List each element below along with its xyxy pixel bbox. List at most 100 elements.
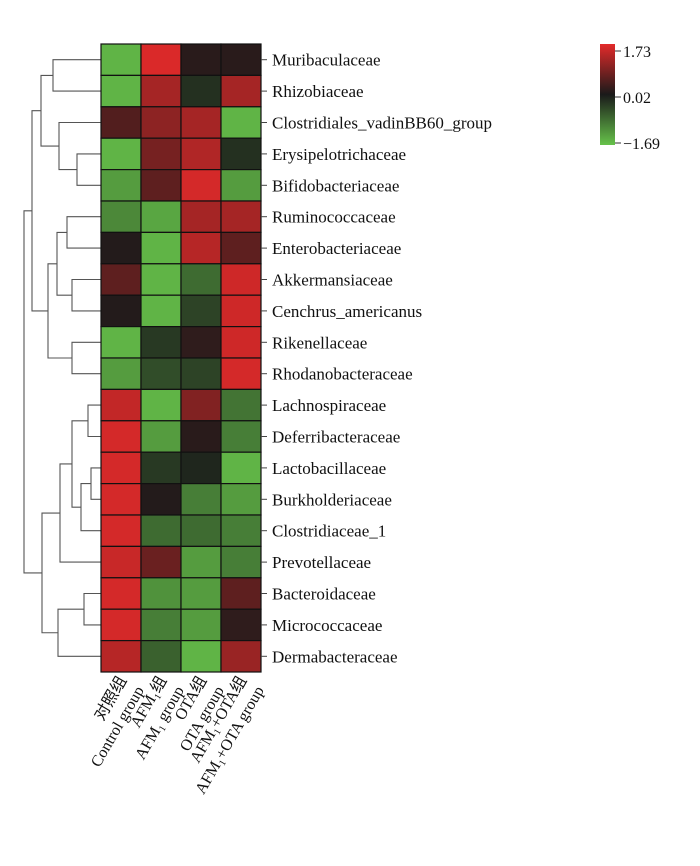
heatmap-cell [180,545,222,579]
heatmap-cell [100,43,142,76]
heatmap-cell [140,639,182,673]
heatmap-cell [140,451,182,485]
row-label: Deferribacteraceae [272,428,400,447]
heatmap-cell [220,483,262,516]
dendrogram-branch [71,278,101,312]
heatmap-cell [180,420,222,453]
scale-max-label: 1.73 [623,44,651,61]
heatmap-cells [100,43,262,673]
heatmap-cell [180,43,222,76]
heatmap-cell [140,326,182,359]
heatmap-cell [180,639,222,673]
color-scale-bar [600,44,615,145]
row-label: Lachnospiraceae [272,396,386,415]
row-label: Rikenellaceae [272,333,367,352]
heatmap-cell [180,357,222,390]
heatmap-cell [180,106,222,139]
heatmap-cell [180,74,222,108]
dendrogram-branch [40,74,59,147]
heatmap-cell [140,545,182,579]
row-labels: Muribaculaceae Rhizobiaceae Clostridiales_… [261,51,492,666]
heatmap-cell [100,577,142,610]
dendrogram-branch [52,59,101,92]
heatmap-cell [180,483,222,516]
heatmap-cell [100,326,142,359]
heatmap-cell [220,545,262,579]
heatmap-cell [140,420,182,453]
row-label: Erysipelotrichaceae [272,145,406,164]
scale-min-label: −1.69 [623,136,660,153]
dendrogram-branch [90,467,101,500]
color-scale-legend: 1.73 0.02 −1.69 [600,44,660,153]
dendrogram-branch [71,341,101,375]
heatmap-cell [140,74,182,108]
row-label: Akkermansiaceae [272,271,393,290]
heatmap-cell [220,74,262,108]
scale-mid-label: 0.02 [623,90,651,107]
row-label: Enterobacteriaceae [272,239,401,258]
heatmap-cell [220,420,262,453]
heatmap-cell [180,388,222,422]
dendrogram-branch [47,263,72,359]
heatmap-cell [100,169,142,202]
heatmap-cell [220,577,262,610]
row-label: Rhizobiaceae [272,82,364,101]
heatmap-cell [180,608,222,642]
heatmap-cell [220,326,262,359]
row-label: Bifidobacteriaceae [272,176,399,195]
heatmap-cell [100,357,142,390]
heatmap-cell [180,263,222,296]
heatmap-cell [140,200,182,233]
row-label: Bacteroidaceae [272,585,376,604]
heatmap-cell [100,231,142,265]
dendrogram-branch [23,210,42,574]
heatmap-cell [180,200,222,233]
row-label: Lactobacillaceae [272,459,386,478]
heatmap-cell [220,608,262,642]
heatmap-cell [180,231,222,265]
row-label: Prevotellaceae [272,553,371,572]
heatmap-cell [140,357,182,390]
heatmap-cell [220,514,262,547]
heatmap-cell [140,608,182,642]
heatmap-cell [100,388,142,422]
heatmap-cell [220,388,262,422]
heatmap-cell [140,388,182,422]
heatmap-cell [100,263,142,296]
dendrogram-branch [76,153,101,186]
heatmap-cell [220,43,262,76]
heatmap-cell [100,639,142,673]
heatmap-cell [180,137,222,171]
heatmap-cell [100,451,142,485]
row-label: Ruminococcaceae [272,208,396,227]
heatmap-cell [220,263,262,296]
dendrogram-branch [83,592,101,626]
heatmap-cell [140,43,182,76]
row-label: Micrococcaceae [272,616,382,635]
heatmap-cell [220,639,262,673]
heatmap-cell [220,137,262,171]
dendrogram-branch [56,231,72,296]
heatmap-cell [100,545,142,579]
dendrogram-branch [87,404,101,438]
heatmap-cell [220,451,262,485]
heatmap-cell [220,106,262,139]
row-label: Dermabacteraceae [272,647,398,666]
row-dendrogram [23,59,101,657]
heatmap-cell [100,200,142,233]
heatmap-cell [140,483,182,516]
heatmap-cell [100,483,142,516]
heatmap-cell [220,200,262,233]
heatmap-cell [180,326,222,359]
heatmap-cell [100,74,142,108]
heatmap-cell [140,263,182,296]
heatmap-cell [180,294,222,328]
heatmap-cell [220,357,262,390]
row-label: Clostridiaceae_1 [272,522,386,541]
dendrogram-branch [58,121,101,171]
heatmap-cell [100,420,142,453]
dendrogram-branch [41,512,60,634]
heatmap-cell [180,451,222,485]
